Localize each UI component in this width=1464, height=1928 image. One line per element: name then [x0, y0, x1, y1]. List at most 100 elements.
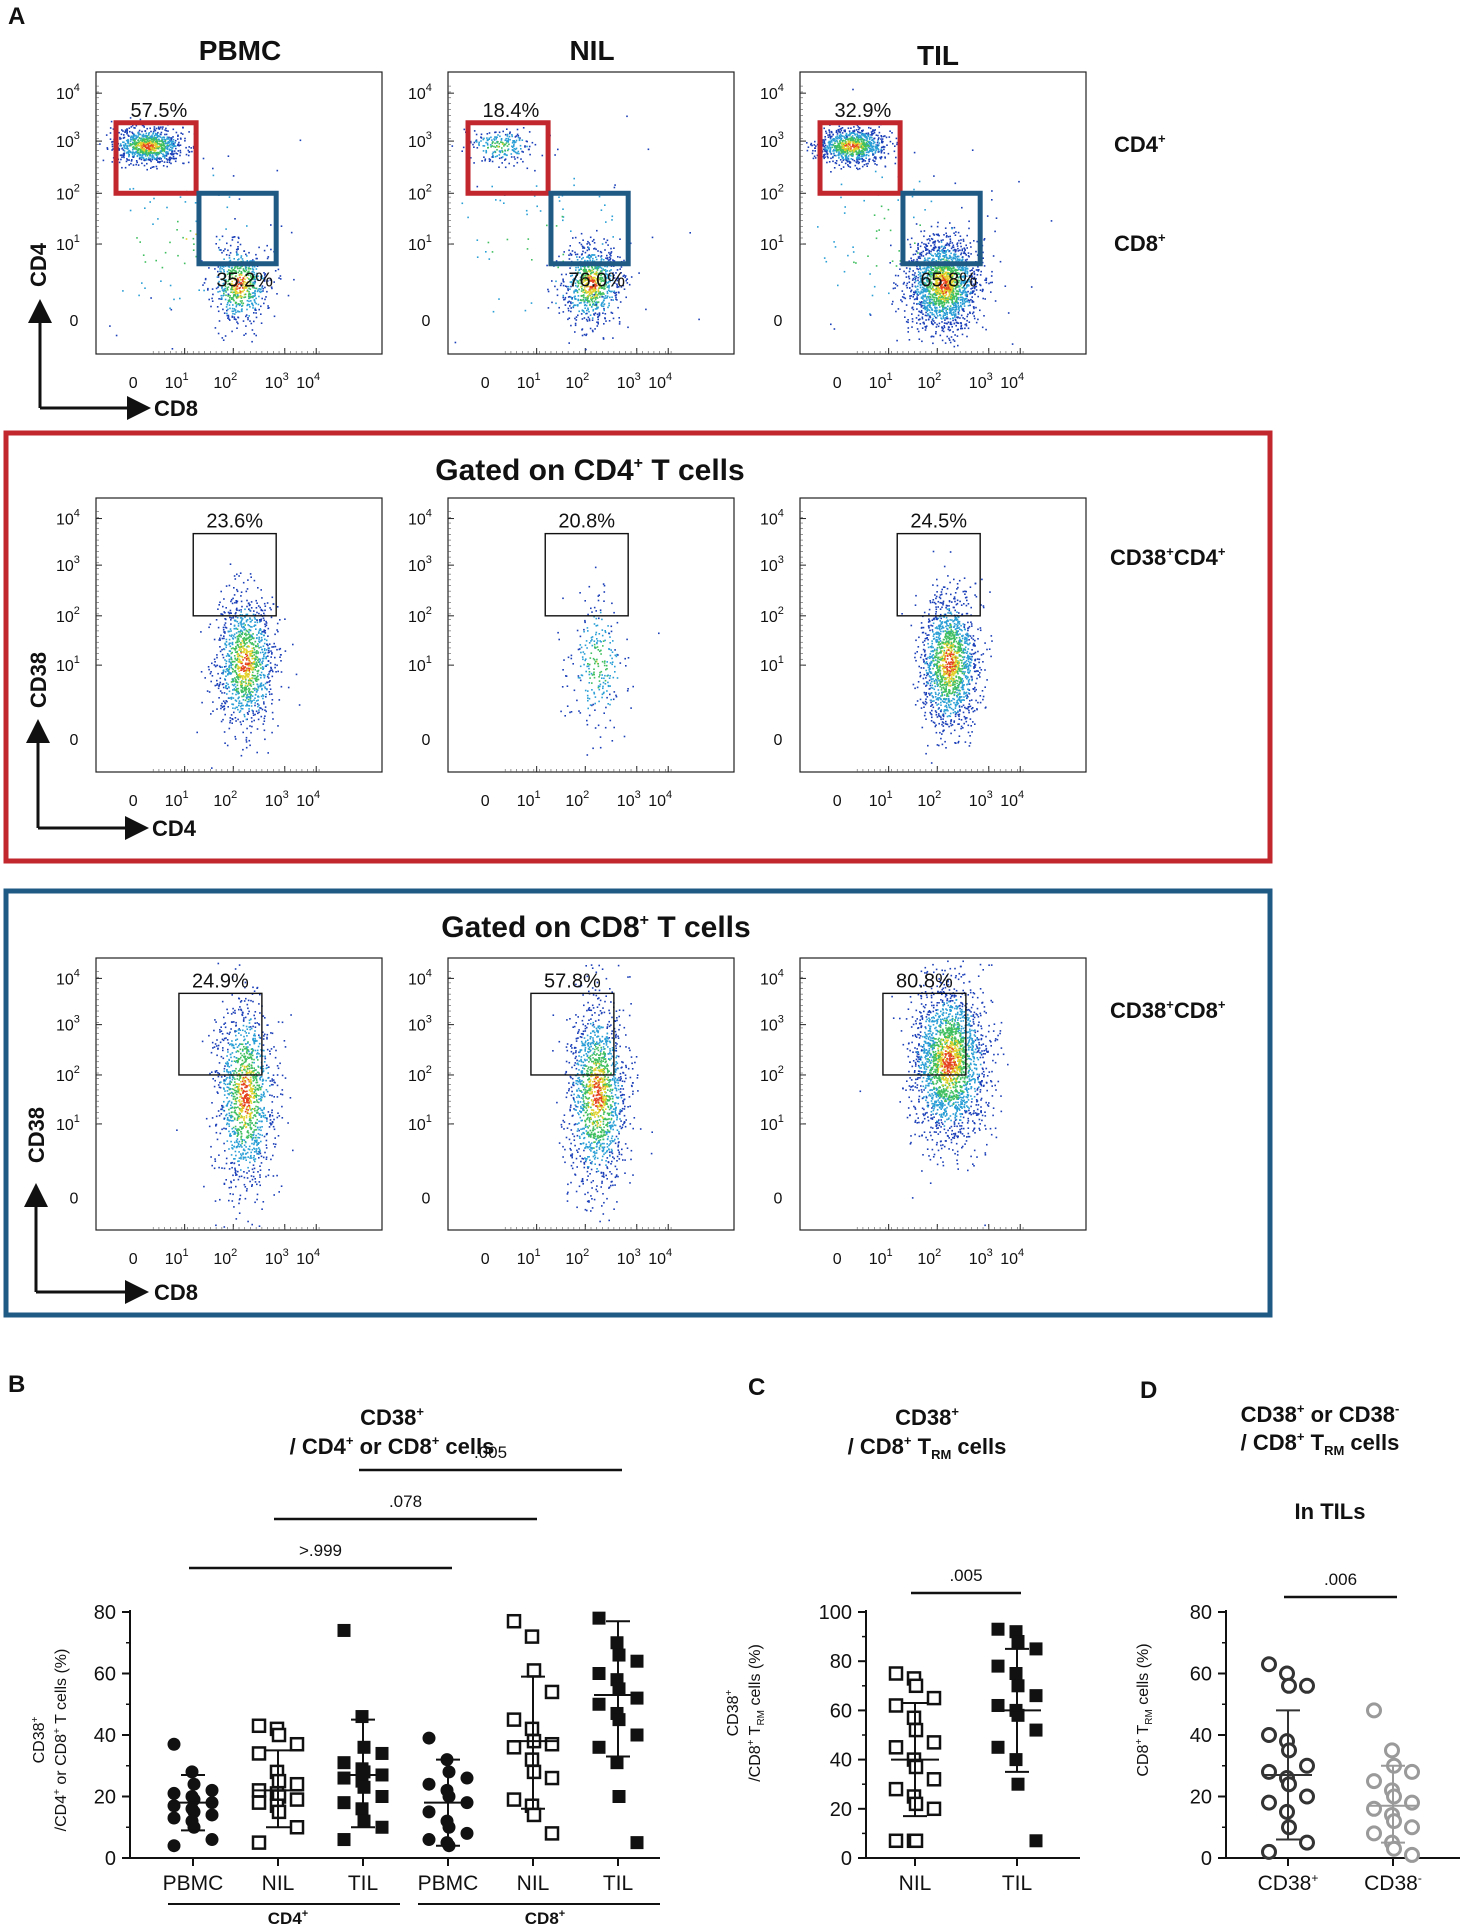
flow-row2-2-xtick-0: 0	[833, 793, 842, 810]
chart-B-point-3-8	[422, 1805, 436, 1819]
chart-B-point-5-13	[610, 1756, 624, 1770]
flow-row3-0-ytick-2: 102	[56, 1064, 80, 1085]
chart-B-point-4-8	[506, 1740, 522, 1755]
flow-row1-1-cd8-percent: 76.0%	[568, 269, 625, 291]
flow-row3-2-ytick-4: 104	[760, 967, 784, 988]
row2-y-axis-label: CD38	[26, 652, 51, 708]
chart-B-point-0-3	[205, 1783, 219, 1797]
chart-C-point-1-11	[1029, 1723, 1043, 1737]
chart-D-point-1-14	[1386, 1840, 1402, 1857]
chart-B-point-4-15	[544, 1826, 560, 1841]
flow-row2-2-ytick-4: 104	[760, 508, 784, 529]
flow-row3-0-ytick-1: 101	[56, 1113, 80, 1134]
chart-B-point-5-15	[630, 1836, 644, 1850]
flow-row3-1-ytick-2: 102	[408, 1064, 432, 1085]
row2-x-axis-label: CD4	[152, 816, 197, 841]
chart-C-point-0-3	[926, 1690, 942, 1706]
flow-row2-1-xtick-0: 0	[481, 793, 490, 810]
chart-B-point-3-3	[460, 1771, 474, 1785]
flow-row2-2-gate	[896, 532, 981, 617]
flow-row1-0-xtick-2: 102	[213, 371, 237, 392]
flow-row2-0-xtick-2: 102	[213, 789, 237, 810]
panel-b-title-line1: CD38+	[360, 1404, 424, 1430]
flow-plot-row1-til: 0 101 102 103 104 0 101 102 103 104 32.9% 65.8%	[760, 71, 1087, 392]
chart-B-ytick-80: 80	[94, 1602, 116, 1624]
flow-row2-0-ytick-3: 103	[56, 554, 80, 575]
flow-row1-2-xtick-4: 104	[1000, 371, 1024, 392]
panel-c-title-line1: CD38+	[895, 1404, 959, 1430]
chart-C-point-0-7	[926, 1735, 942, 1750]
flow-row3-2-ytick-0: 0	[774, 1190, 783, 1207]
chart-C-pvalue-0: .005	[949, 1566, 982, 1585]
flow-row3-2-xtick-1: 101	[869, 1247, 893, 1268]
flow-row3-1-ytick-4: 104	[408, 967, 432, 988]
flow-row3-2-cloud	[859, 960, 1009, 1227]
chart-B-point-2-11	[375, 1790, 389, 1803]
chart-D-point-1-1	[1384, 1742, 1400, 1759]
chart-B-pvalue-1: .078	[389, 1492, 422, 1511]
chart-B-series-4	[506, 1613, 560, 1841]
chart-B-xtick-1: NIL	[262, 1872, 295, 1895]
chart-C-point-1-2	[1011, 1635, 1025, 1649]
chart-C-point-0-0	[888, 1666, 904, 1681]
flow-row1-1-xtick-0: 0	[481, 375, 490, 392]
flow-row3-0-xtick-2: 102	[213, 1247, 237, 1268]
chart-B-point-5-4	[592, 1667, 606, 1680]
chart-B-point-5-11	[630, 1728, 644, 1742]
flow-row3-1-cloud	[552, 964, 653, 1223]
column-title-til: TIL	[917, 40, 959, 71]
chart-D-point-0-4	[1261, 1727, 1277, 1743]
chart-C-point-1-12	[991, 1740, 1005, 1754]
chart-D-point-1-15	[1404, 1846, 1420, 1863]
flow-row2-0-ytick-2: 102	[56, 605, 80, 626]
chart-B-pvalue-2: .005	[474, 1443, 507, 1462]
chart-B-point-5-0	[592, 1611, 606, 1625]
flow-row1-2-cd8-percent: 65.8%	[920, 269, 977, 291]
chart-B: 0 20 40 60 80 PBMC NIL TIL PBMC NIL TIL >.999 .078 .0…	[94, 1443, 660, 1895]
flow-plot-row2-nil: 0 101 102 103 104 0 101 102 103 104 20.8%	[408, 497, 735, 810]
flow-row1-1-cd8-cloud	[546, 229, 647, 351]
chart-C-point-1-14	[1011, 1777, 1025, 1791]
chart-B-point-4-1	[524, 1629, 540, 1644]
chart-D-point-1-4	[1366, 1773, 1382, 1790]
chart-D-point-1-3	[1404, 1763, 1420, 1780]
chart-B-point-2-8	[337, 1771, 351, 1785]
flow-row1-2-xtick-0: 0	[833, 375, 842, 392]
chart-D-ytick-20: 20	[1190, 1787, 1212, 1809]
label-cd4-plus: CD4+	[1114, 131, 1166, 157]
chart-B-series-3	[422, 1731, 474, 1853]
flow-row1-0-xtick-4: 104	[296, 371, 320, 392]
flow-row3-1-ytick-0: 0	[422, 1190, 431, 1207]
chart-B-xtick-5: TIL	[603, 1872, 633, 1895]
chart-C-point-0-2	[908, 1678, 924, 1694]
chart-B-point-1-15	[289, 1820, 305, 1835]
chart-B-pvalue-0: >.999	[299, 1541, 342, 1560]
flow-row2-2-xtick-1: 101	[869, 789, 893, 810]
flow-row1-1-xtick-2: 102	[565, 371, 589, 392]
chart-C-point-1-8	[991, 1698, 1005, 1712]
flow-row1-1-xtick-1: 101	[517, 371, 541, 392]
cd8-gated-title: Gated on CD8+ T cells	[441, 911, 750, 944]
chart-D: 0 20 40 60 80 CD38+ CD38- .006	[1190, 1570, 1460, 1895]
flow-row2-0-percent: 23.6%	[206, 511, 263, 533]
flow-row1-1-xtick-4: 104	[648, 371, 672, 392]
chart-B-point-0-8	[167, 1799, 181, 1813]
flow-row2-1-ytick-3: 103	[408, 554, 432, 575]
panel-b-group-cd8: CD8+	[525, 1908, 565, 1928]
chart-C-point-0-11	[926, 1772, 942, 1787]
flow-row3-0-gate	[178, 992, 263, 1076]
chart-B-point-2-3	[375, 1746, 389, 1760]
flow-row3-2-frame	[799, 957, 1087, 1231]
flow-row3-0-xtick-3: 103	[265, 1247, 289, 1268]
chart-D-point-0-15	[1299, 1834, 1315, 1851]
flow-row1-1-ytick-4: 104	[408, 82, 432, 103]
chart-B-point-2-16	[337, 1833, 351, 1847]
chart-D-point-1-11	[1404, 1819, 1420, 1836]
label-cd8-plus: CD8+	[1114, 230, 1166, 256]
flow-row3-0-xtick-1: 101	[165, 1247, 189, 1268]
flow-row1-0-cd4-percent: 57.5%	[131, 100, 188, 122]
chart-C-ytick-0: 0	[841, 1848, 852, 1870]
flow-row1-0-xtick-3: 103	[265, 371, 289, 392]
chart-C-xtick-0: NIL	[899, 1872, 932, 1895]
chart-B-point-1-16	[251, 1835, 267, 1850]
